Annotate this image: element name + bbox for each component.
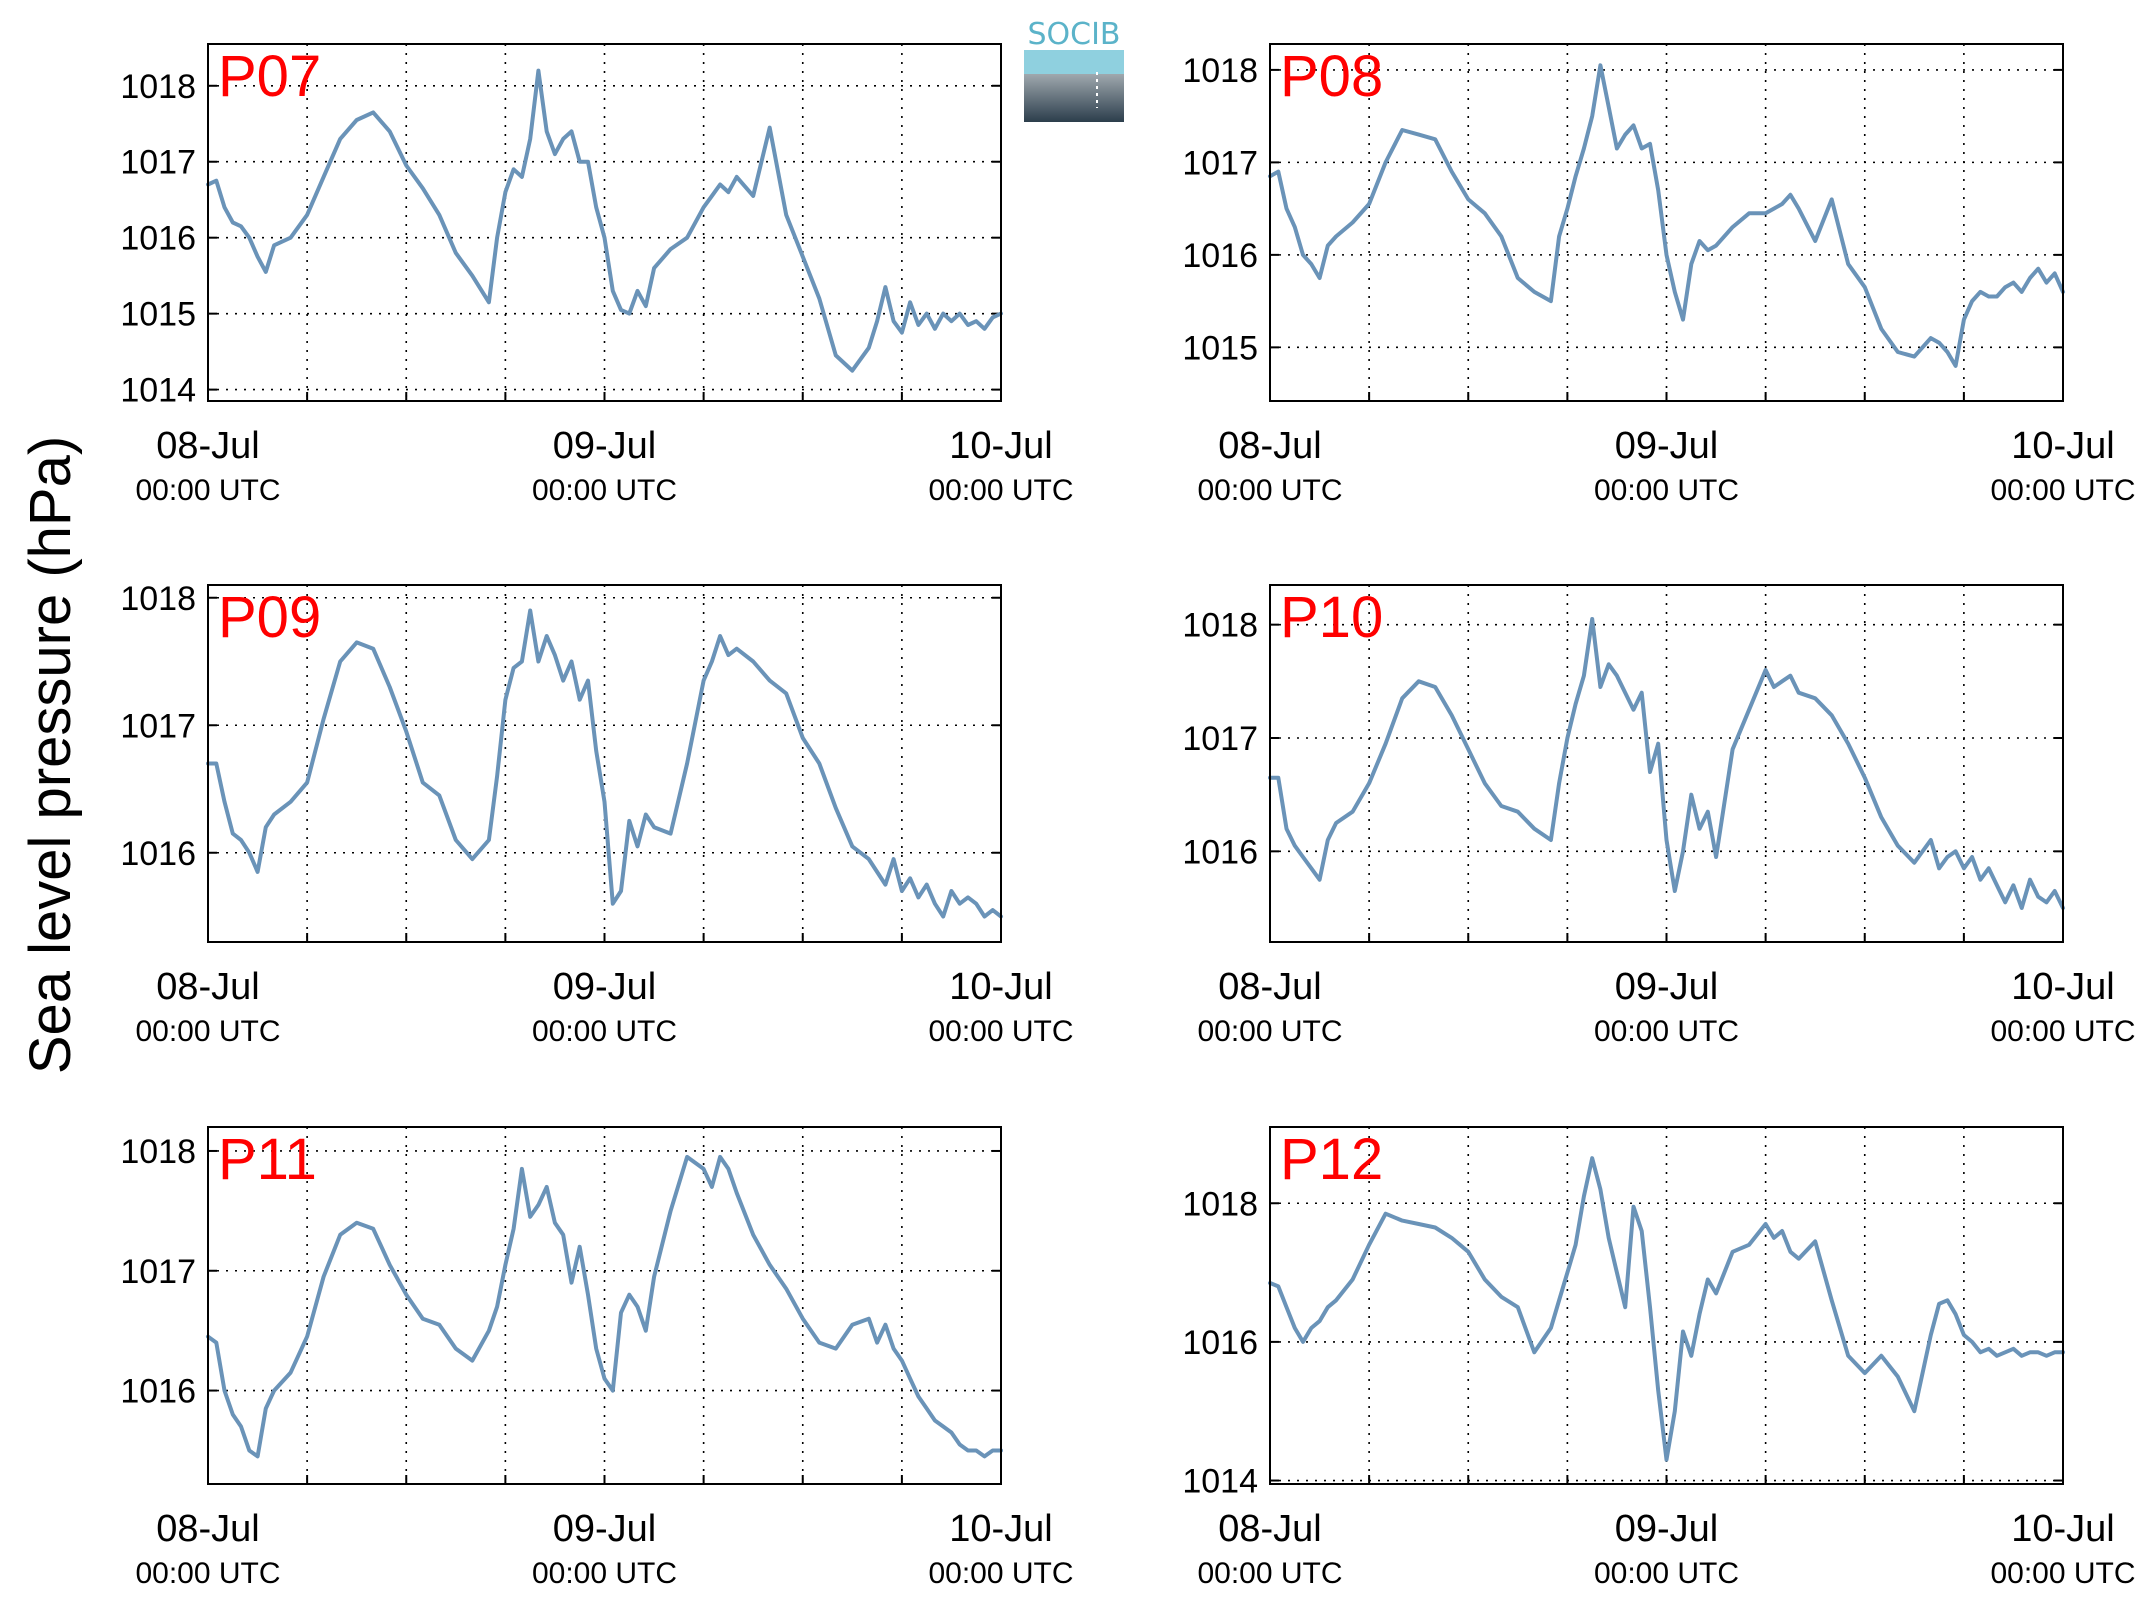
x-tick-label-time: 00:00 UTC: [135, 1015, 280, 1048]
x-tick-label-time: 00:00 UTC: [135, 474, 280, 507]
y-tick-label: 1015: [1182, 329, 1258, 367]
x-tick-label-time: 00:00 UTC: [532, 474, 677, 507]
y-tick-label: 1016: [120, 1373, 196, 1411]
pressure-series-line: [206, 608, 1003, 919]
pressure-series-line: [206, 1154, 1003, 1459]
y-tick-label: 1016: [120, 220, 196, 258]
x-tick-label-day: 09-Jul: [553, 425, 657, 467]
logo-text: SOCIB: [1027, 17, 1120, 52]
plot-area: [1270, 1127, 2063, 1484]
x-tick-label-time: 00:00 UTC: [532, 1015, 677, 1048]
plot-area: [208, 585, 1001, 942]
y-tick-label: 1016: [120, 835, 196, 873]
axes-frame: [207, 43, 1002, 402]
logo-band: [1024, 50, 1124, 74]
y-tick-label: 1016: [1182, 1324, 1258, 1362]
x-tick-label-day: 08-Jul: [1218, 425, 1322, 467]
axes-frame: [207, 584, 1002, 943]
y-axis-label: Sea level pressure (hPa): [18, 436, 83, 1074]
chart-panel-p07: 1014 1015 1016 1017 1018 08-Jul 00:00 UTC 09-Ju…: [120, 43, 1074, 507]
y-tick-label: 1018: [120, 1133, 196, 1171]
y-tick-label: 1017: [120, 1253, 196, 1291]
y-tick-label: 1018: [1182, 1185, 1258, 1223]
x-tick-label-day: 09-Jul: [553, 966, 657, 1008]
x-tick-label-day: 10-Jul: [2011, 1508, 2115, 1550]
plot-area: [208, 1127, 1001, 1484]
axes-frame: [1269, 584, 2064, 943]
plot-area: [208, 44, 1001, 401]
logo-block: [1024, 74, 1124, 122]
plot-area: [1270, 585, 2063, 942]
station-label: P12: [1280, 1127, 1383, 1192]
x-tick-label-time: 00:00 UTC: [1990, 1015, 2135, 1048]
y-tick-label: 1017: [120, 144, 196, 182]
x-tick-label-day: 09-Jul: [553, 1508, 657, 1550]
station-label: P08: [1280, 44, 1383, 109]
x-tick-label-day: 09-Jul: [1615, 966, 1719, 1008]
x-tick-label-day: 10-Jul: [949, 966, 1053, 1008]
x-tick-label-time: 00:00 UTC: [1594, 1015, 1739, 1048]
pressure-series-line: [1268, 1156, 2065, 1462]
panel-grid: 1014 1015 1016 1017 1018 08-Jul 00:00 UTC 09-Ju…: [120, 43, 2136, 1590]
pressure-series-line: [1268, 617, 2065, 910]
x-tick-label-time: 00:00 UTC: [928, 1015, 1073, 1048]
axes-frame: [1269, 43, 2064, 402]
chart-panel-p09: 1016 1017 1018 08-Jul 00:00 UTC 09-Jul 00:00 U…: [120, 580, 1073, 1048]
x-tick-label-time: 00:00 UTC: [1594, 1557, 1739, 1590]
x-tick-label-time: 00:00 UTC: [1594, 474, 1739, 507]
y-tick-label: 1014: [120, 372, 196, 410]
y-tick-label: 1016: [1182, 237, 1258, 275]
station-label: P10: [1280, 585, 1383, 650]
x-tick-label-time: 00:00 UTC: [532, 1557, 677, 1590]
y-tick-label: 1018: [1182, 52, 1258, 90]
station-label: P11: [218, 1127, 317, 1192]
chart-panel-p11: 1016 1017 1018 08-Jul 00:00 UTC 09-Jul 00:00 U…: [120, 1126, 1074, 1590]
x-tick-label-day: 08-Jul: [156, 425, 260, 467]
x-tick-label-day: 10-Jul: [949, 425, 1053, 467]
x-tick-label-time: 00:00 UTC: [1990, 474, 2135, 507]
x-tick-label-day: 08-Jul: [1218, 1508, 1322, 1550]
chart-panel-p08: 1015 1016 1017 1018 08-Jul 00:00 UTC 09-Jul 00:…: [1182, 43, 2136, 507]
x-tick-label-day: 08-Jul: [156, 1508, 260, 1550]
y-tick-label: 1018: [1182, 607, 1258, 645]
x-tick-label-time: 00:00 UTC: [1197, 1015, 1342, 1048]
chart-panel-p10: 1016 1017 1018 08-Jul 00:00 UTC 09-Jul 00:00 U…: [1182, 584, 2136, 1048]
x-tick-label-day: 09-Jul: [1615, 425, 1719, 467]
socib-logo: SOCIB: [1024, 17, 1124, 122]
x-tick-label-day: 10-Jul: [2011, 425, 2115, 467]
x-tick-label-time: 00:00 UTC: [1197, 474, 1342, 507]
y-tick-label: 1018: [120, 68, 196, 106]
x-tick-label-time: 00:00 UTC: [1197, 1557, 1342, 1590]
x-tick-label-day: 08-Jul: [156, 966, 260, 1008]
y-tick-label: 1017: [1182, 144, 1258, 182]
x-tick-label-time: 00:00 UTC: [928, 1557, 1073, 1590]
chart-panel-p12: 1014 1016 1018 08-Jul 00:00 UTC 09-Jul 00:00 U…: [1182, 1126, 2136, 1590]
station-label: P09: [218, 585, 321, 650]
pressure-series-line: [206, 68, 1003, 373]
x-tick-label-time: 00:00 UTC: [1990, 1557, 2135, 1590]
y-tick-label: 1017: [1182, 720, 1258, 758]
y-tick-label: 1014: [1182, 1463, 1258, 1501]
station-label: P07: [218, 44, 321, 109]
x-tick-label-day: 09-Jul: [1615, 1508, 1719, 1550]
y-tick-label: 1016: [1182, 833, 1258, 871]
y-tick-label: 1017: [120, 707, 196, 745]
x-tick-label-time: 00:00 UTC: [135, 1557, 280, 1590]
pressure-series-line: [1268, 63, 2065, 368]
x-tick-label-day: 08-Jul: [1218, 966, 1322, 1008]
y-tick-label: 1015: [120, 296, 196, 334]
axes-frame: [207, 1126, 1002, 1485]
axes-frame: [1269, 1126, 2064, 1485]
x-tick-label-day: 10-Jul: [2011, 966, 2115, 1008]
x-tick-label-day: 10-Jul: [949, 1508, 1053, 1550]
y-tick-label: 1018: [120, 580, 196, 618]
x-tick-label-time: 00:00 UTC: [928, 474, 1073, 507]
